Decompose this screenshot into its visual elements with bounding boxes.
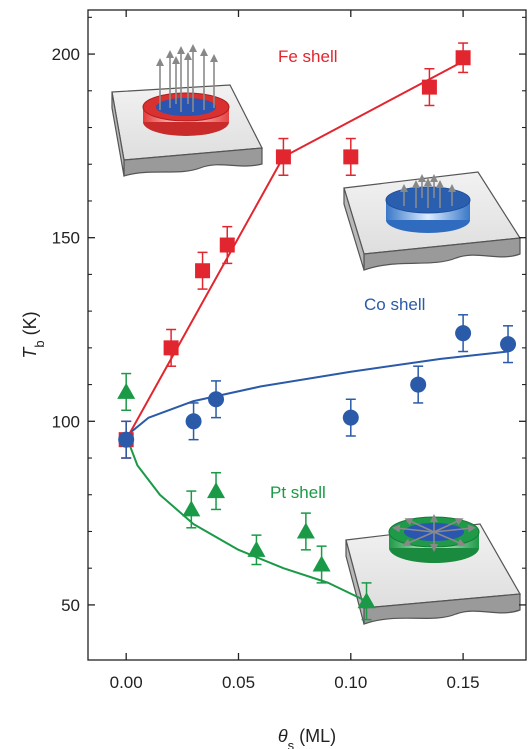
marker-circle — [500, 336, 517, 353]
marker-triangle — [296, 522, 315, 539]
axes: 0.00 0.05 0.10 0.15 50 100 150 200 — [52, 10, 526, 692]
series-label-2: Co shell — [364, 295, 425, 314]
x-tick-label: 0.15 — [447, 673, 480, 692]
marker-square — [219, 237, 235, 253]
series-label-3: Pt shell — [270, 483, 326, 502]
pt-shell-inset — [345, 514, 521, 625]
x-axis-title: θs (ML) — [278, 726, 336, 749]
marker-circle — [118, 431, 135, 448]
marker-square — [421, 79, 437, 95]
x-tick-label: 0.05 — [222, 673, 255, 692]
marker-triangle — [207, 482, 226, 499]
marker-circle — [342, 409, 359, 426]
data-point-s3-4 — [247, 534, 266, 566]
data-point-s1-2 — [163, 328, 179, 367]
data-point-s2-5 — [410, 365, 427, 404]
data-point-s2-1 — [118, 420, 135, 459]
marker-circle — [208, 391, 225, 408]
data-point-s3-5 — [296, 512, 315, 551]
fit-line-3 — [125, 435, 367, 603]
data-point-s3-1 — [117, 372, 136, 412]
y-tick-label: 100 — [52, 412, 80, 431]
data-markers — [117, 42, 517, 621]
data-point-s3-3 — [207, 471, 226, 511]
marker-circle — [455, 325, 472, 342]
data-point-s2-2 — [185, 402, 202, 441]
data-point-s1-3 — [195, 251, 211, 290]
data-point-s3-6 — [312, 545, 331, 584]
y-axis-title: Tb (K) — [20, 311, 47, 358]
y-tick-label: 150 — [52, 229, 80, 248]
marker-square — [275, 149, 291, 165]
marker-circle — [410, 376, 427, 393]
data-point-s3-2 — [182, 490, 201, 529]
marker-square — [163, 340, 179, 356]
data-point-s2-3 — [208, 380, 225, 419]
marker-triangle — [117, 382, 136, 399]
data-point-s2-7 — [500, 325, 517, 364]
marker-circle — [185, 413, 202, 430]
data-point-s1-8 — [455, 42, 471, 74]
data-point-s2-4 — [342, 398, 359, 437]
data-point-s3-7 — [357, 582, 376, 621]
data-point-s1-6 — [343, 137, 359, 177]
y-tick-label: 200 — [52, 45, 80, 64]
fit-line-2 — [125, 350, 509, 437]
data-point-s1-4 — [219, 225, 235, 265]
marker-square — [343, 149, 359, 165]
fe-shell-inset — [111, 44, 263, 177]
marker-triangle — [182, 500, 201, 517]
x-tick-label: 0.00 — [110, 673, 143, 692]
co-shell-inset — [343, 171, 522, 271]
marker-triangle — [247, 540, 266, 557]
marker-triangle — [357, 592, 376, 609]
x-tick-label: 0.10 — [334, 673, 367, 692]
marker-square — [455, 50, 471, 66]
data-point-s1-7 — [421, 68, 437, 107]
data-point-s2-6 — [455, 314, 472, 353]
series-labels: Fe shell Co shell Pt shell — [270, 47, 425, 502]
series-label-1: Fe shell — [278, 47, 338, 66]
inset-illustrations — [111, 44, 522, 625]
y-tick-label: 50 — [61, 596, 80, 615]
data-point-s1-5 — [275, 137, 291, 177]
marker-triangle — [312, 555, 331, 572]
marker-square — [195, 263, 211, 279]
plot-frame — [87, 9, 527, 661]
